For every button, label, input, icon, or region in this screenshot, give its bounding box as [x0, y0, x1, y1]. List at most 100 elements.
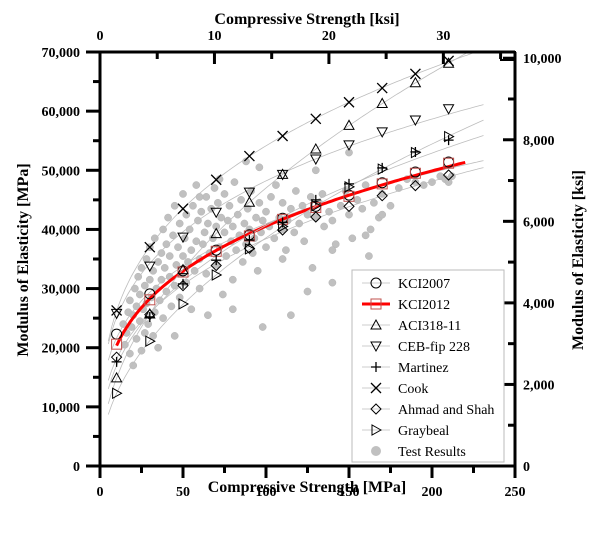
x-tick-label: 0 [97, 485, 104, 500]
ahmad-and-shah-marker [210, 259, 222, 272]
test-result-point [331, 240, 340, 249]
legend-aci318-11-icon [370, 318, 382, 330]
test-result-point [411, 178, 420, 186]
test-result-point [262, 207, 270, 216]
test-result-point [220, 190, 229, 198]
legend-label: Graybeal [398, 424, 449, 439]
test-result-point [202, 269, 211, 278]
legend-item-graybeal: Graybeal [362, 424, 449, 439]
test-result-point [258, 216, 267, 225]
test-result-point [204, 219, 212, 228]
test-result-point [212, 222, 221, 231]
test-result-point [386, 201, 395, 210]
test-result-point [270, 234, 279, 243]
kci2012-marker [409, 167, 421, 179]
test-result-point [287, 311, 295, 320]
test-result-point [345, 210, 353, 219]
test-result-point [378, 210, 387, 219]
test-result-point [195, 193, 204, 201]
cook-marker [210, 174, 222, 186]
test-result-point [140, 329, 149, 337]
graybeal-marker [444, 130, 455, 143]
test-result-point [282, 246, 290, 254]
y-tick-label: 50,000 [42, 164, 81, 179]
test-result-point [187, 246, 196, 254]
right-axis-title: Modulus of Elasticity [ksi] [570, 170, 587, 350]
test-result-point [303, 287, 312, 296]
legend-graybeal-icon [371, 424, 383, 436]
test-result-point [126, 296, 134, 305]
legend-label: KCI2007 [398, 277, 450, 292]
x-tick-label: 200 [422, 485, 443, 500]
test-result-point [129, 361, 138, 370]
test-result-point [233, 210, 242, 219]
test-result-point [252, 213, 260, 222]
test-result-point [240, 219, 249, 228]
test-result-point [243, 204, 252, 213]
cook-marker [443, 55, 455, 67]
y-tick-label: 40,000 [42, 223, 81, 238]
test-result-point [154, 258, 162, 266]
graybeal-marker [344, 180, 356, 193]
ceb-fip-228-marker [309, 154, 322, 166]
test-result-point [210, 184, 219, 192]
test-result-point [311, 166, 320, 175]
legend-test-results-icon [371, 446, 381, 456]
ahmad-and-shah-marker [144, 308, 156, 321]
legend-item-martinez: Martinez [362, 361, 449, 376]
test-result-point [328, 216, 337, 225]
test-result-point [358, 204, 367, 213]
test-result-point [237, 196, 245, 204]
test-result-point [150, 234, 159, 243]
test-result-point [253, 266, 262, 275]
test-result-point [328, 246, 337, 254]
test-result-point [320, 222, 328, 231]
legend-item-ahmad-and-shah: Ahmad and Shah [362, 403, 494, 418]
test-result-point [444, 178, 453, 186]
aci318-11-marker [409, 76, 422, 88]
test-result-point [204, 311, 212, 320]
legend-label: Ahmad and Shah [398, 403, 494, 418]
test-result-point [353, 196, 362, 204]
y2-tick-label: 10,000 [523, 52, 562, 67]
ceb-fip-228-marker [110, 308, 123, 320]
cook-marker [343, 96, 355, 108]
graybeal-marker [377, 163, 389, 175]
marker-layer [110, 55, 455, 400]
y2-tick-label: 4,000 [523, 297, 555, 312]
graybeal-marker [311, 199, 322, 212]
graybeal-marker [145, 335, 156, 348]
test-result-point [149, 266, 157, 275]
aci318-11-marker [110, 371, 123, 383]
test-result-point [192, 181, 201, 189]
graybeal-curve [107, 119, 484, 415]
y2-tick-label: 8,000 [523, 134, 555, 149]
test-result-point [175, 293, 184, 302]
graybeal-marker [178, 298, 190, 310]
test-result-point [361, 231, 370, 240]
test-result-point [225, 201, 234, 210]
ceb-fip-228-marker [210, 207, 223, 219]
x2-tick-label: 10 [207, 29, 221, 44]
test-result-point [189, 201, 197, 210]
test-result-point [179, 252, 187, 260]
kci2012-marker [111, 338, 123, 350]
test-result-point [255, 198, 264, 207]
legend-martinez-icon [371, 362, 381, 372]
test-result-point [162, 287, 171, 296]
test-result-point [348, 234, 357, 243]
x2-tick-label: 30 [436, 29, 450, 44]
ahmad-and-shah-marker [343, 200, 355, 213]
test-result-point [140, 281, 149, 290]
test-result-point [328, 278, 337, 287]
cook-marker [310, 113, 322, 125]
test-result-point [142, 255, 151, 263]
test-result-point [162, 240, 171, 249]
test-result-point [197, 207, 206, 216]
legend-label: CEB-fip 228 [398, 340, 470, 355]
ceb-fip-228-marker [409, 115, 422, 127]
cook-marker [277, 130, 289, 142]
ceb-fip-228-curve [107, 104, 484, 345]
left-axis-title: Modulus of Elasticity [MPa] [15, 163, 32, 356]
